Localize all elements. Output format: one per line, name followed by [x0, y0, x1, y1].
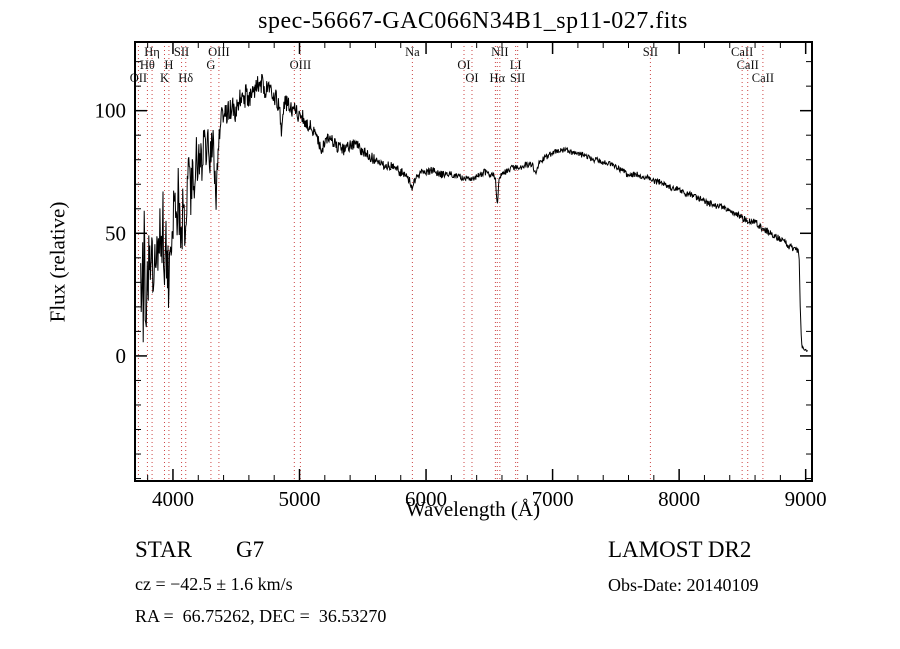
- spectral-line-label: K: [160, 71, 169, 85]
- spectral-line-label: LI: [510, 58, 522, 72]
- x-tick-label: 4000: [152, 487, 194, 511]
- x-tick-label: 8000: [658, 487, 700, 511]
- spectral-line-label: CaII: [731, 45, 753, 59]
- object-classification: STAR G7: [135, 537, 264, 563]
- x-tick-label: 9000: [785, 487, 827, 511]
- obs-date: Obs-Date: 20140109: [608, 575, 759, 595]
- spectral-line-label: SII: [174, 45, 189, 59]
- spectral-line-label: Hθ: [140, 58, 155, 72]
- ra-dec-coordinates: RA = 66.75262, DEC = 36.53270: [135, 606, 387, 626]
- spectral-line-label: G: [206, 58, 215, 72]
- spectral-line-label: SII: [510, 71, 525, 85]
- spectral-line-label: CaII: [737, 58, 759, 72]
- spectral-line-label: OIII: [208, 45, 230, 59]
- spectral-line-label: OII: [130, 71, 147, 85]
- spectral-line-label: Hδ: [178, 71, 193, 85]
- spectral-line-label: SII: [643, 45, 658, 59]
- x-tick-label: 7000: [532, 487, 574, 511]
- object-type: STAR: [135, 537, 192, 562]
- plot-frame: [134, 41, 813, 482]
- radial-velocity: cz = −42.5 ± 1.6 km/s: [135, 574, 293, 594]
- x-axis-label: Wavelength (Å): [405, 497, 541, 521]
- spectral-line-label: OI: [465, 71, 478, 85]
- y-tick-label: 0: [116, 344, 127, 368]
- spectral-line-label: Hα: [490, 71, 506, 85]
- spectral-line-label: NII: [491, 45, 508, 59]
- spectral-line-label: H: [164, 58, 173, 72]
- spectral-line-label: OIII: [290, 58, 312, 72]
- spectral-line-label: CaII: [752, 71, 774, 85]
- object-subclass: G7: [235, 537, 265, 562]
- spectral-line-label: Hη: [144, 45, 160, 59]
- survey-label: LAMOST DR2: [608, 537, 752, 562]
- plot-title: spec-56667-GAC066N34B1_sp11-027.fits: [258, 8, 688, 34]
- x-tick-label: 6000: [405, 487, 447, 511]
- x-tick-label: 5000: [279, 487, 321, 511]
- spectrum-trace: [140, 73, 808, 353]
- spectral-line-label: Na: [405, 45, 420, 59]
- spectral-line-label: OI: [457, 58, 470, 72]
- y-axis-label: Flux (relative): [45, 201, 70, 323]
- y-tick-label: 100: [95, 99, 127, 123]
- y-tick-label: 50: [105, 221, 126, 245]
